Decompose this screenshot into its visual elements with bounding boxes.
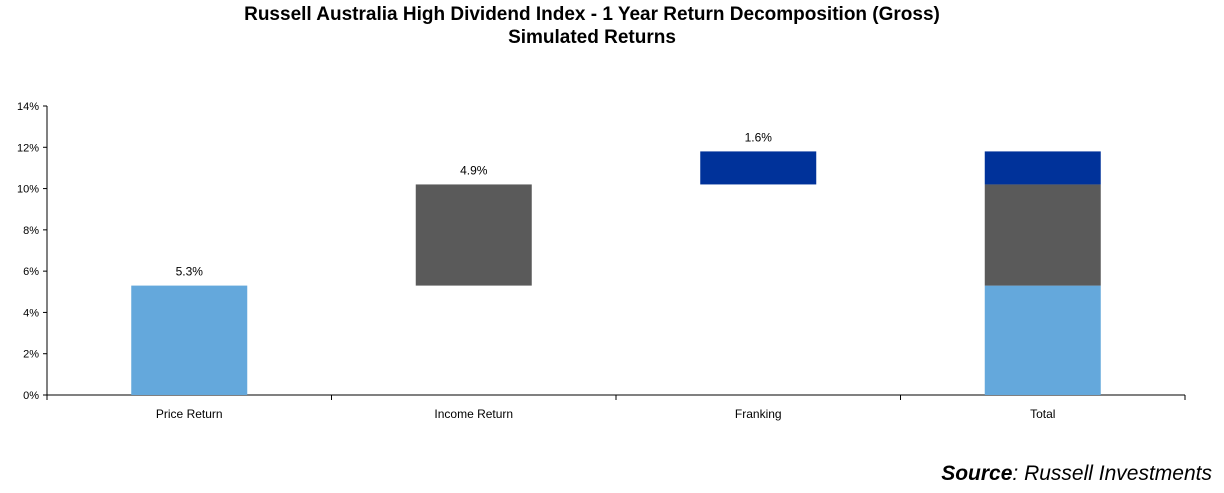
bar: [131, 285, 248, 395]
data-label: 5.3%: [176, 265, 204, 279]
y-tick-label: 10%: [17, 184, 39, 196]
x-tick-label: Franking: [735, 407, 782, 421]
source-text: : Russell Investments: [1012, 462, 1212, 485]
bar: [700, 151, 817, 185]
x-tick-label: Price Return: [156, 407, 223, 421]
bars: [131, 151, 1101, 395]
chart-subtitle: Simulated Returns: [508, 27, 676, 48]
source-label: Source: [941, 462, 1013, 485]
y-tick-label: 8%: [23, 225, 39, 237]
total-bar-segment: [984, 151, 1101, 185]
bar: [415, 184, 532, 286]
x-tick-label: Total: [1030, 407, 1055, 421]
data-label: 4.9%: [460, 163, 488, 177]
y-tick-label: 4%: [23, 307, 39, 319]
y-tick-label: 2%: [23, 349, 39, 361]
chart-title: Russell Australia High Dividend Index - …: [244, 4, 940, 25]
x-tick-label: Income Return: [434, 407, 513, 421]
total-bar-segment: [984, 285, 1101, 395]
y-tick-label: 6%: [23, 266, 39, 278]
data-label: 1.6%: [745, 130, 773, 144]
y-tick-label: 12%: [17, 142, 39, 154]
total-bar-segment: [984, 184, 1101, 286]
data-labels: 5.3% 4.9% 1.6%: [176, 130, 773, 278]
source-note: Source: Russell Investments: [941, 462, 1212, 486]
y-tick-label: 14%: [17, 101, 39, 113]
y-tick-label: 0%: [23, 390, 39, 402]
